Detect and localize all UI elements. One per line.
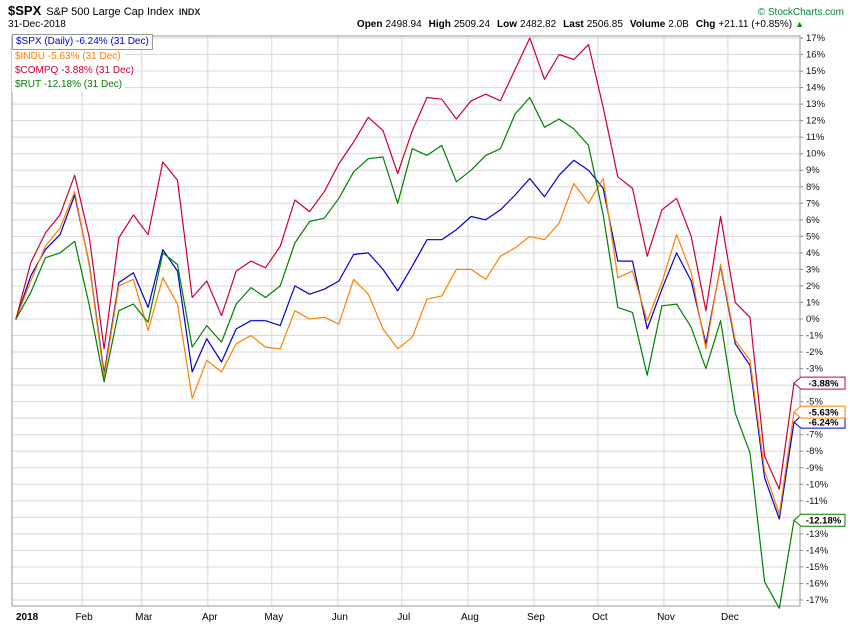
y-axis-label: 10% (806, 149, 826, 160)
series-line-compq (15, 37, 795, 490)
y-axis-label: 7% (806, 198, 820, 209)
y-axis-label: -11% (806, 496, 828, 507)
x-axis-label-month: Jun (332, 612, 348, 623)
low-value: 2482.82 (520, 19, 557, 30)
y-axis-label: 3% (806, 264, 820, 275)
series-line-rut (15, 96, 795, 609)
chg-value: +21.11 (+0.85%) (718, 19, 793, 30)
price-tag-label: -3.88% (808, 378, 839, 389)
open-value: 2498.94 (385, 19, 422, 30)
x-axis-label-month: Nov (657, 612, 675, 623)
x-axis-label-month: Oct (592, 612, 608, 623)
y-axis-label: -5% (806, 397, 823, 408)
chg-up-arrow-icon: ▲ (795, 19, 804, 29)
y-axis-label: 14% (806, 83, 826, 94)
low-label: Low (497, 19, 518, 30)
price-tag-compq (793, 376, 846, 390)
x-axis-label-month: Jul (397, 612, 410, 623)
x-axis-label-year: 2018 (16, 612, 39, 623)
series-line-indu (15, 177, 795, 515)
price-tags: -6.24%-5.63% -3.88% -12.18% (793, 376, 846, 527)
y-axis-label: 1% (806, 297, 820, 308)
series-line-spx (15, 159, 795, 520)
y-axis-label: -2% (806, 347, 823, 358)
header-title-row: $SPX S&P 500 Large Cap Index INDX © Stoc… (0, 0, 850, 18)
y-axis-label: -14% (806, 545, 829, 556)
y-axis-label: 9% (806, 165, 820, 176)
index-name: S&P 500 Large Cap Index (46, 6, 174, 18)
last-label: Last (563, 19, 584, 30)
y-axis-label: -1% (806, 331, 823, 342)
x-axis-labels: 2018 Feb Mar Apr May Jun Jul Aug Sep Oct Nov Dec (16, 612, 739, 623)
price-tag-label: -12.18% (806, 516, 842, 527)
x-axis-label-month: Feb (75, 612, 93, 623)
y-axis-label: 0% (806, 314, 820, 325)
exchange: INDX (178, 7, 201, 17)
y-axis-label: 17% (806, 33, 826, 44)
y-axis-label: 15% (806, 66, 826, 77)
x-axis-label-month: Dec (721, 612, 739, 623)
y-axis-label: 6% (806, 215, 820, 226)
legend-item-rut[interactable]: $RUT -12.18% (31 Dec) (12, 78, 126, 92)
y-axis-label: -15% (806, 562, 829, 573)
y-axis-label: -3% (806, 364, 823, 375)
last-value: 2506.85 (586, 19, 623, 30)
x-axis-label-month: Mar (135, 612, 153, 623)
x-axis-label-month: May (264, 612, 283, 623)
y-axis-label: 2% (806, 281, 820, 292)
price-tag-indu (793, 405, 846, 419)
legend-item-spx[interactable]: $SPX (Daily) -6.24% (31 Dec) (12, 34, 153, 50)
y-axis-label: -9% (806, 463, 823, 474)
title-group: $SPX S&P 500 Large Cap Index INDX (8, 3, 200, 18)
legend-item-indu[interactable]: $INDU -5.63% (31 Dec) (12, 50, 124, 64)
open-label: Open (356, 19, 383, 30)
symbol: $SPX (8, 3, 42, 18)
y-axis-label: 16% (806, 50, 826, 61)
quote-date: 31-Dec-2018 (8, 19, 66, 30)
y-axis-label: -7% (806, 430, 823, 441)
legend-item-compq[interactable]: $COMPQ -3.88% (31 Dec) (12, 64, 137, 78)
x-axis-label-month: Sep (527, 612, 545, 623)
gridlines (12, 36, 800, 606)
x-axis-label-month: Aug (461, 612, 479, 623)
price-tag-rut (793, 513, 846, 527)
high-label: High (428, 19, 451, 30)
price-tag-label: -6.24% (808, 417, 839, 428)
y-axis-label: 8% (806, 182, 820, 193)
y-axis-label: -16% (806, 578, 829, 589)
y-axis-label: -17% (806, 595, 829, 606)
y-axis-label: 13% (806, 99, 826, 110)
chart-header: $SPX S&P 500 Large Cap Index INDX © Stoc… (0, 0, 850, 30)
x-axis-label-month: Apr (202, 612, 218, 623)
series-lines (15, 37, 795, 609)
y-axis-label: -8% (806, 446, 823, 457)
copyright: © StockCharts.com (757, 7, 844, 18)
price-tag-label: -5.63% (808, 407, 839, 418)
volume-value: 2.0B (668, 19, 689, 30)
y-axis-label: -10% (806, 479, 829, 490)
y-axis-label: -13% (806, 529, 829, 540)
quote-line: Open 2498.94 High 2509.24 Low 2482.82 La… (350, 19, 804, 30)
y-axis-label: 4% (806, 248, 820, 259)
chg-label: Chg (695, 19, 716, 30)
legend: $SPX (Daily) -6.24% (31 Dec) $INDU -5.63… (12, 34, 153, 92)
volume-label: Volume (629, 19, 666, 30)
high-value: 2509.24 (453, 19, 491, 30)
y-axis-label: 11% (806, 132, 825, 143)
plot-border (11, 35, 801, 607)
header-quote-row: 31-Dec-2018 Open 2498.94 High 2509.24 Lo… (0, 18, 850, 30)
y-axis-label: 5% (806, 231, 820, 242)
y-axis-label: 12% (806, 116, 826, 127)
